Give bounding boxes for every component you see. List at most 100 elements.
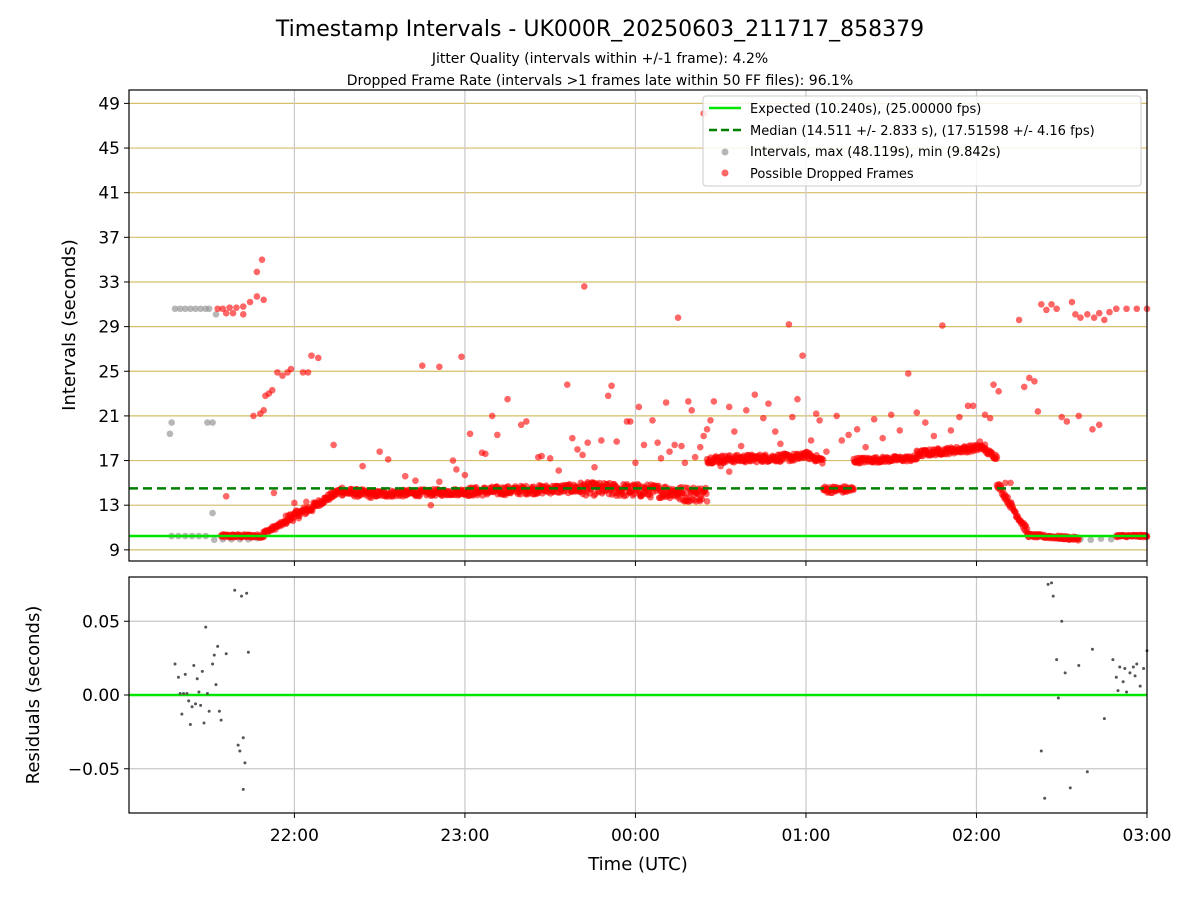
dropped-frame-point <box>291 499 298 507</box>
dropped-frame-point <box>771 428 779 435</box>
dropped-frame-point <box>250 412 257 420</box>
dropped-frame-point <box>449 457 457 464</box>
dropped-frame-point <box>584 439 591 446</box>
interval-point <box>205 305 213 313</box>
residual-point <box>233 588 237 592</box>
dropped-frame-point <box>662 399 670 406</box>
dropped-frame-point <box>604 392 612 400</box>
residual-point <box>192 664 196 667</box>
dropped-frame-point <box>517 421 525 429</box>
legend-intervals-swatch <box>721 148 729 156</box>
residual-point <box>200 669 204 673</box>
dropped-frame-point <box>563 381 571 388</box>
residual-point <box>173 662 177 666</box>
residual-point <box>241 787 245 791</box>
dropped-frame-point <box>1101 316 1108 324</box>
dropped-frame-point <box>703 425 711 433</box>
dropped-frame-point <box>1043 306 1050 314</box>
residual-point <box>176 675 180 679</box>
dropped-frame-point <box>214 305 221 313</box>
dropped-frame-point <box>219 305 227 313</box>
dropped-frame-point <box>466 430 474 438</box>
interval-point <box>1087 536 1095 544</box>
dropped-frame-point <box>523 418 530 425</box>
dropped-frame-point <box>794 395 801 403</box>
dropped-frame-point <box>401 472 409 480</box>
dropped-frame-point <box>799 352 806 359</box>
legend-dropped-label: Possible Dropped Frames <box>750 167 914 182</box>
interval-point <box>209 419 216 426</box>
dropped-frame-point <box>253 268 261 276</box>
dropped-frame-point <box>691 453 699 461</box>
dropped-frame-point <box>930 432 938 440</box>
dropped-frame-point <box>640 441 648 449</box>
dropped-frame-point <box>1133 305 1141 313</box>
residual-point <box>199 703 203 707</box>
x-tick-label: 00:00 <box>611 826 660 846</box>
dropped-frame-point <box>819 456 827 463</box>
residuals-y-tick-label: 0.00 <box>82 686 120 706</box>
dropped-frame-point <box>418 362 426 369</box>
residual-point <box>224 652 228 656</box>
dropped-frame-point <box>226 304 233 311</box>
chart-title: Timestamp Intervals - UK000R_20250603_21… <box>275 17 924 42</box>
dropped-frame-point <box>785 321 793 328</box>
dropped-frame-point <box>707 417 714 424</box>
residual-point <box>1135 662 1139 666</box>
interval-point <box>168 419 175 426</box>
intervals-y-tick-label: 49 <box>98 94 120 114</box>
dropped-frame-point <box>222 492 230 500</box>
residual-point <box>214 683 218 687</box>
dropped-frame-point <box>654 439 661 446</box>
dropped-frame-point <box>569 434 576 442</box>
legend-dropped-swatch <box>721 169 729 177</box>
dropped-frame-point <box>678 442 685 450</box>
dropped-frame-point <box>964 402 972 410</box>
dropped-frame-point <box>1063 418 1071 425</box>
dropped-frame-point <box>1031 378 1038 385</box>
x-tick-label: 22:00 <box>270 826 319 846</box>
dropped-frame-point <box>239 311 247 318</box>
dropped-frame-point <box>812 410 820 417</box>
interval-point <box>176 305 184 313</box>
x-tick-label: 03:00 <box>1123 826 1172 846</box>
interval-point <box>212 311 220 318</box>
dropped-frame-point <box>229 309 237 317</box>
interval-point <box>209 509 216 517</box>
dropped-frame-point <box>608 382 615 390</box>
intervals-plot-frame <box>128 89 1148 562</box>
dropped-frame-point <box>598 437 605 444</box>
dropped-frame-point <box>1053 305 1060 313</box>
residual-point <box>1039 749 1043 753</box>
dropped-frame-point <box>304 369 312 376</box>
interval-point <box>197 305 204 313</box>
dropped-frame-point <box>993 453 1001 461</box>
dropped-frame-point <box>270 489 278 497</box>
dropped-frame-point <box>1002 479 1009 487</box>
interval-point <box>1107 535 1115 543</box>
residual-point <box>241 736 245 740</box>
dropped-frame-point <box>833 412 840 420</box>
residual-point <box>1133 674 1137 678</box>
dropped-frame-point <box>816 417 823 424</box>
dropped-frame-point <box>314 354 322 362</box>
dropped-frame-point <box>838 437 846 444</box>
chart-subtitle-jitter: Jitter Quality (intervals within +/-1 fr… <box>431 51 768 67</box>
dropped-frame-point <box>879 434 886 442</box>
dropped-frame-point <box>555 467 563 474</box>
dropped-frame-point <box>268 386 276 394</box>
dropped-frame-point <box>1004 493 1012 501</box>
intervals-y-tick-label: 25 <box>98 362 120 382</box>
dropped-frame-point <box>1007 479 1014 487</box>
dropped-frame-point <box>896 427 904 434</box>
dropped-frame-point <box>260 296 268 304</box>
dropped-frame-point <box>488 412 496 420</box>
intervals-y-tick-label: 33 <box>98 273 120 293</box>
dropped-frame-point <box>538 452 545 460</box>
dropped-frame-point <box>458 353 465 361</box>
dropped-frame-point <box>1084 311 1091 318</box>
residual-point <box>236 743 240 747</box>
residual-point <box>190 705 194 709</box>
dropped-frame-point <box>731 428 738 435</box>
